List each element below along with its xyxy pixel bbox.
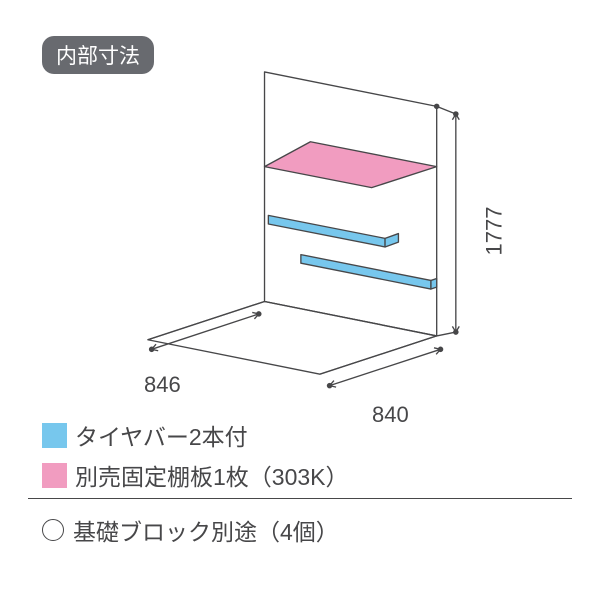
note-row-block: 基礎ブロック別途（4個） xyxy=(42,513,339,547)
note: 基礎ブロック別途（4個） xyxy=(42,513,339,553)
isometric-diagram xyxy=(140,70,500,400)
swatch-bar xyxy=(42,423,67,448)
circle-icon xyxy=(42,519,64,541)
legend-label-bar: タイヤバー2本付 xyxy=(75,418,248,452)
legend-label-shelf: 別売固定棚板1枚（303K） xyxy=(75,458,349,492)
figure-canvas: 内部寸法 1777 846 840 タイヤバー2本付 別売固定棚板1枚（303K… xyxy=(0,0,600,600)
dimension-width: 840 xyxy=(372,402,409,428)
swatch-shelf xyxy=(42,463,67,488)
legend-row-bar: タイヤバー2本付 xyxy=(42,418,349,452)
dimension-depth: 846 xyxy=(144,372,181,398)
note-label-block: 基礎ブロック別途（4個） xyxy=(73,513,339,547)
dimension-height: 1777 xyxy=(481,207,507,256)
title-badge: 内部寸法 xyxy=(42,36,154,74)
legend-row-shelf: 別売固定棚板1枚（303K） xyxy=(42,458,349,492)
legend: タイヤバー2本付 別売固定棚板1枚（303K） xyxy=(42,418,349,498)
divider xyxy=(28,498,572,499)
